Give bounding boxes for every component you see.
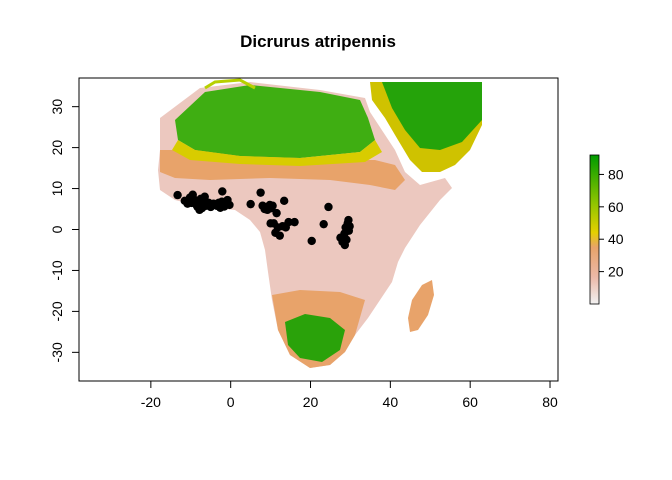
occurrence-point	[340, 240, 350, 250]
sahara-yellow-fringe	[172, 140, 382, 166]
x-axis: -20 0 20 40 60 80	[141, 380, 558, 410]
occurrence-point	[324, 202, 333, 212]
occurrence-point	[275, 231, 284, 240]
occurrence-point	[173, 190, 182, 200]
mediterranean-coast-hint	[204, 78, 256, 90]
occurrence-point	[345, 222, 354, 231]
y-tick-label: -10	[49, 260, 65, 280]
color-legend: 20 40 60 80	[589, 154, 624, 305]
x-tick-label: 40	[383, 394, 399, 410]
x-tick-label: -20	[141, 394, 161, 410]
y-axis: -30 -20 -10 0 10 20 30	[49, 99, 80, 362]
x-tick-label: 0	[227, 394, 235, 410]
chart-title: Dicrurus atripennis	[240, 32, 396, 51]
occurrence-point	[307, 236, 316, 246]
y-tick-label: -30	[49, 342, 65, 362]
sahara-green	[175, 85, 375, 158]
occurrence-points	[173, 187, 354, 250]
x-tick-label: 20	[303, 394, 319, 410]
occurrence-point	[272, 208, 281, 218]
y-tick-label: 30	[49, 99, 65, 115]
occurrence-point	[200, 192, 209, 201]
arabia-green	[382, 82, 482, 150]
legend-ticks: 20 40 60 80	[599, 166, 624, 280]
legend-tick-label: 40	[608, 231, 624, 247]
legend-tick-label: 60	[608, 199, 624, 215]
legend-tick-label: 80	[608, 166, 624, 182]
madagascar	[408, 280, 434, 332]
y-tick-label: -20	[49, 301, 65, 321]
legend-tick-label: 20	[608, 264, 624, 280]
occurrence-point	[319, 219, 328, 229]
occurrence-point	[246, 199, 255, 209]
occurrence-point	[218, 187, 227, 196]
x-tick-label: 60	[462, 394, 478, 410]
x-tick-label: 80	[542, 394, 558, 410]
y-tick-label: 10	[49, 181, 65, 197]
occurrence-point	[279, 196, 289, 206]
occurrence-point	[290, 217, 299, 227]
legend-colorbar	[589, 154, 600, 305]
occurrence-point	[284, 217, 293, 227]
occurrence-point	[225, 200, 234, 210]
y-tick-label: 0	[49, 225, 65, 233]
occurrence-point	[268, 201, 277, 210]
south-africa-green	[285, 314, 345, 362]
map-raster	[158, 78, 482, 368]
occurrence-point	[256, 188, 265, 197]
y-tick-label: 20	[49, 140, 65, 156]
